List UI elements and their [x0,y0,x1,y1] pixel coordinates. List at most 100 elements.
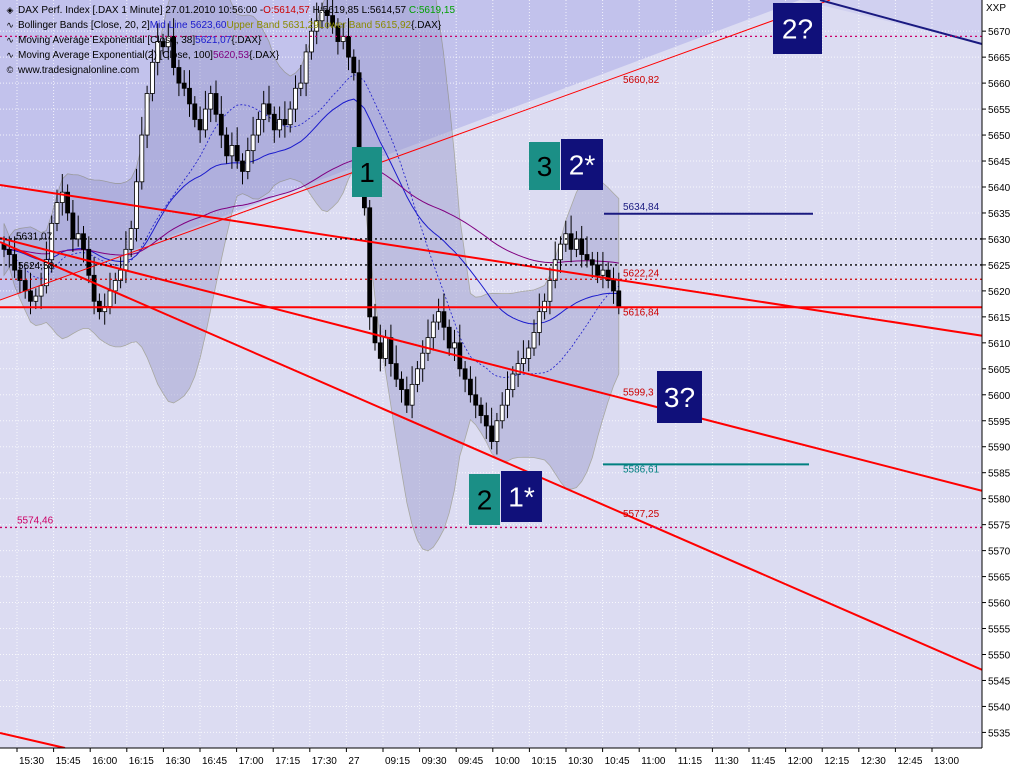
candle-body [86,248,92,276]
legend-indicator-label: Moving Average Exponential(2) [Close, 10… [18,50,213,61]
legend-indicator-row[interactable]: ∿ Bollinger Bands [Close, 20, 2] Mid Line… [4,18,455,33]
candle-body [33,295,39,302]
candle-body [605,269,611,281]
candle-body [473,394,479,406]
legend-value: {.DAX} [231,35,262,46]
x-tick-label: 12:15 [824,756,849,767]
y-tick-label: 5565 [988,573,1011,584]
candle-body [12,254,18,271]
candle-body [118,269,123,281]
scale-mode-label[interactable]: XXP [986,3,1007,14]
legend-value: {.DAX} [411,20,442,31]
candle-body [213,93,219,115]
x-tick-label: 09:30 [422,756,447,767]
y-tick-label: 5670 [988,27,1011,38]
x-tick-label: 16:45 [202,756,227,767]
candle-body [144,93,150,136]
candle-body [462,368,468,380]
candle-body [425,337,431,354]
candle-body [75,233,81,240]
candle-body [467,378,473,396]
x-axis-panel [0,748,1024,768]
candle-body [452,342,457,349]
candle-body [155,41,161,63]
y-tick-label: 5605 [988,365,1011,376]
level-label: 5624,58 [18,261,55,272]
candle-body [531,332,537,349]
line-icon: ∿ [6,50,14,60]
y-tick-label: 5595 [988,417,1011,428]
candle-body [107,290,113,307]
y-tick-label: 5535 [988,728,1011,739]
legend-indicator-row[interactable]: ∿ Moving Average Exponential(2) [Close, 1… [4,48,455,63]
legend-indicator-label: Bollinger Bands [Close, 20, 2] [18,20,150,31]
candle-body [574,238,579,250]
candle-body [139,134,145,183]
candle-body [171,35,177,68]
level-label: 5577,25 [623,509,660,520]
y-axis-panel [982,0,1024,768]
legend-value: Lower Band 5615,92 [318,20,412,31]
candle-body [489,425,495,442]
ema-38-line [3,98,619,325]
candle-body [245,150,251,172]
wave-labels: 1 3 2* 2 1* 3? 2? [352,3,822,525]
x-axis-ticks: 15:30 15:45 16:00 16:15 16:30 16:45 17:00 17:15… [16,748,959,767]
candle-body [28,290,33,302]
x-tick-label: 16:15 [129,756,154,767]
legend-value: Upper Band 5631,29 [226,20,319,31]
candle-body [59,191,65,203]
x-tick-label: 17:15 [275,756,300,767]
candle-body [383,337,389,359]
candle-body [65,191,70,214]
candle-body [240,160,245,172]
level-label: 5622,24 [623,268,660,279]
bollinger-mid-line [3,74,620,378]
x-tick-label: 12:30 [861,756,886,767]
y-tick-label: 5645 [988,157,1011,168]
wave-label-box [529,142,560,190]
candle-body [123,248,129,271]
candle-body [536,311,542,333]
x-tick-label: 27 [348,756,360,767]
candle-body [404,389,410,406]
candle-body [261,103,267,120]
candle-body [409,383,415,406]
wave-label-box [773,3,822,54]
x-tick-label: 12:00 [788,756,813,767]
candle-body [224,134,230,157]
candle-body [346,35,351,58]
candle-body [229,145,235,157]
candle-body [499,404,505,422]
legend-indicator-row[interactable]: © www.tradesignalonline.com [4,63,455,78]
legend-title: DAX Perf. Index [.DAX 1 Minute] 27.01.20… [18,5,264,16]
bollinger-band-area [3,0,620,552]
candle-body [340,35,346,42]
y-tick-label: 5550 [988,651,1011,662]
wave-label-text: 3? [664,382,695,413]
wave-label-box [657,371,702,423]
x-tick-label: 15:30 [19,756,44,767]
candle-body [176,67,182,84]
legend: ◈ DAX Perf. Index [.DAX 1 Minute] 27.01.… [4,3,455,78]
candle-body [192,103,198,120]
x-tick-label: 11:15 [678,756,703,767]
candle-body [202,108,208,131]
candle-body [558,243,563,261]
legend-indicator-row[interactable]: ∿ Moving Average Exponential [Close, 38] … [4,33,455,48]
legend-value: 5620,53 [212,50,250,61]
x-tick-label: 11:45 [751,756,776,767]
y-tick-label: 5590 [988,443,1011,454]
trend-line [0,184,1011,341]
line-icon: ∿ [6,35,14,45]
x-tick-label: 17:00 [239,756,264,767]
wave-label-box [352,147,382,197]
x-tick-label: 11:00 [641,756,666,767]
candle-body [568,233,574,250]
wave-label-text: 2* [569,150,596,181]
chart-icon: ◈ [6,5,14,15]
y-tick-label: 5610 [988,339,1011,350]
trend-line [0,0,831,301]
